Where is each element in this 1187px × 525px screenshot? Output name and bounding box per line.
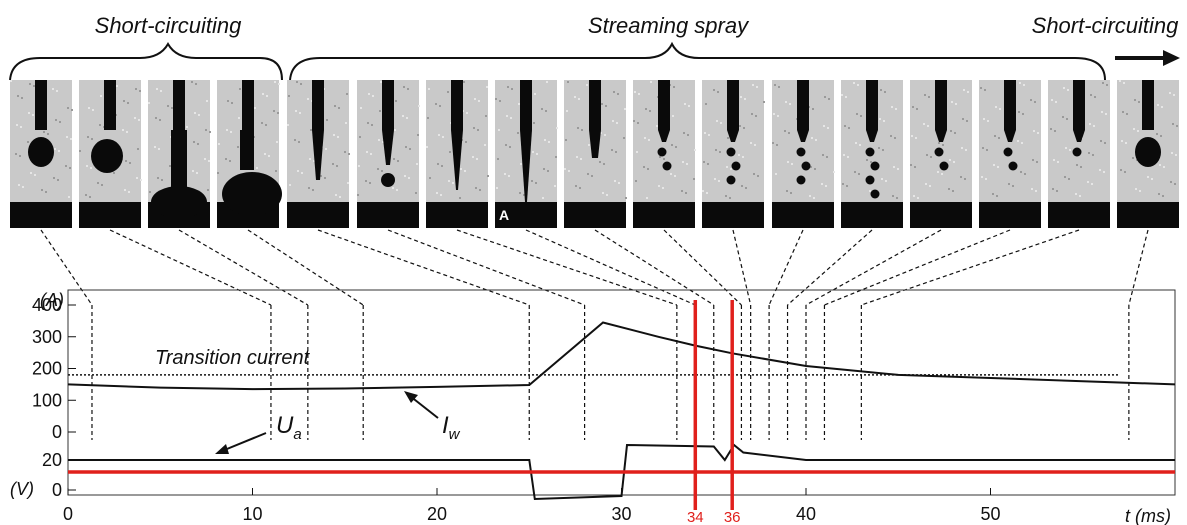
connector-16 [861, 229, 1080, 306]
y-current-tick-label: 200 [32, 359, 62, 379]
frame-13 [841, 80, 903, 228]
brace-middle [289, 41, 1106, 81]
connector-14 [805, 229, 942, 306]
y-current-unit: (A) [40, 290, 64, 310]
red-marker-label: 36 [724, 509, 741, 525]
y-voltage-tick-label: 0 [52, 480, 62, 500]
connector-7 [456, 229, 678, 306]
y-voltage-unit: (V) [10, 479, 34, 499]
frame-16 [1048, 80, 1110, 228]
phase-label-right: Short-circuiting [1032, 13, 1179, 38]
current-label: Iw [404, 391, 461, 443]
connector-11 [732, 229, 752, 306]
voltage-subscript: a [293, 426, 301, 443]
voltage-symbol: U [276, 412, 294, 439]
connector-13 [787, 229, 873, 306]
connector-5 [317, 229, 530, 306]
frame-14 [910, 80, 972, 228]
frame-15 [979, 80, 1041, 228]
x-tick-label: 0 [63, 504, 73, 524]
y-current-tick-label: 400 [32, 295, 62, 315]
x-tick-label: 10 [242, 504, 262, 524]
frame-7 [426, 80, 489, 228]
frame-3 [148, 80, 211, 228]
x-tick-label: 50 [980, 504, 1000, 524]
voltage-series-line [68, 443, 1175, 501]
frame-8: A [495, 80, 558, 228]
x-axis-label: t (ms) [1125, 506, 1171, 525]
current-subscript: w [449, 426, 461, 443]
current-series-line [67, 321, 1176, 391]
frame-strip: A [10, 80, 1179, 228]
connector-2 [109, 229, 272, 306]
phase-label-left: Short-circuiting [95, 13, 242, 38]
phase-label-middle: Streaming spray [588, 13, 750, 38]
frame-connectors [40, 229, 1149, 440]
connector-8 [525, 229, 696, 306]
frame-4 [217, 80, 282, 228]
y-current-tick-label: 100 [32, 390, 62, 410]
brace-left [9, 41, 283, 81]
frame-5 [287, 80, 350, 228]
svg-text:Iw: Iw [442, 412, 461, 443]
connector-17 [1128, 229, 1149, 306]
connector-9 [594, 229, 715, 306]
connector-3 [178, 229, 309, 306]
connector-12 [768, 229, 804, 306]
y-current-tick-label: 0 [52, 422, 62, 442]
x-tick-label: 20 [427, 504, 447, 524]
x-tick-label: 30 [611, 504, 631, 524]
connector-10 [663, 229, 742, 306]
frame-17 [1117, 80, 1179, 228]
connector-6 [387, 229, 585, 306]
frame-1 [10, 80, 73, 228]
y-current-tick-label: 300 [32, 327, 62, 347]
x-tick-label: 40 [796, 504, 816, 524]
frame-label-a: A [499, 207, 509, 223]
connector-4 [247, 229, 364, 306]
connector-15 [824, 229, 1011, 306]
frame-10 [633, 80, 696, 228]
frame-2 [79, 80, 142, 228]
plot-frame [67, 289, 1176, 496]
y-voltage-tick-label: 20 [42, 450, 62, 470]
frame-9 [564, 80, 627, 228]
transition-current-label: Transition current [155, 347, 311, 369]
frame-6 [357, 80, 420, 228]
svg-text:Ua: Ua [276, 412, 302, 443]
frame-12 [772, 80, 835, 228]
arrow-right-icon [1115, 50, 1180, 66]
current-symbol: I [442, 412, 449, 439]
red-marker-label: 34 [687, 509, 704, 525]
red-markers: 34 36 [68, 300, 1175, 525]
x-ticks: 0 10 20 30 40 50 [63, 488, 1001, 524]
voltage-label: Ua [215, 412, 302, 454]
frame-11 [702, 80, 765, 228]
connector-1 [40, 229, 93, 306]
